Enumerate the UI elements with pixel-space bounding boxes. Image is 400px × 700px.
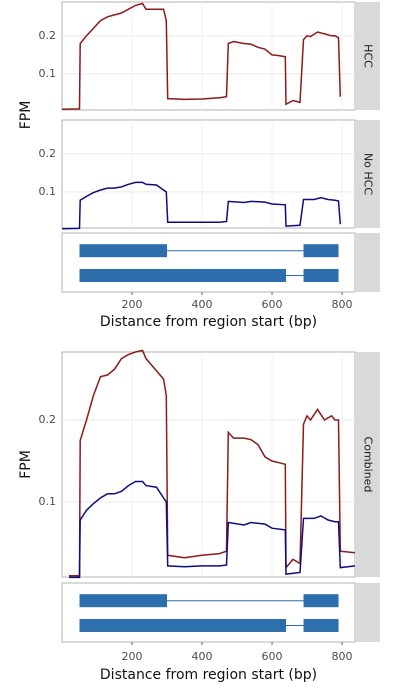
strip	[355, 583, 380, 642]
panel	[61, 119, 356, 229]
exon	[303, 594, 339, 608]
strip	[355, 120, 380, 228]
y-tick-label: 0.2	[39, 413, 57, 426]
exon	[79, 618, 287, 632]
x-tick-label: 200	[122, 650, 143, 663]
x-tick-label: 400	[192, 650, 213, 663]
strip-label: No HCC	[362, 153, 375, 195]
x-axis-title: Distance from region start (bp)	[100, 667, 317, 683]
strip-label: Combined	[362, 437, 375, 493]
y-axis-title: FPM	[18, 101, 34, 130]
x-tick-label: 400	[192, 298, 213, 311]
y-tick-label: 0.1	[39, 185, 57, 198]
strip	[355, 233, 380, 292]
strip	[355, 352, 380, 577]
y-tick-label: 0.1	[39, 495, 57, 508]
x-tick-label: 800	[332, 298, 353, 311]
track-panel	[61, 582, 356, 643]
panel	[61, 351, 356, 578]
line	[61, 2, 342, 110]
line	[69, 349, 356, 577]
exon	[303, 268, 339, 282]
exon	[79, 594, 168, 608]
y-axis-title: FPM	[18, 450, 34, 479]
x-tick-label: 800	[332, 650, 353, 663]
exon	[303, 244, 339, 258]
strip-label: HCC	[362, 44, 375, 68]
x-tick-label: 200	[122, 298, 143, 311]
exon	[303, 618, 339, 632]
line	[61, 181, 342, 230]
strip	[355, 2, 380, 110]
y-tick-label: 0.2	[39, 147, 57, 160]
line	[69, 480, 356, 579]
y-tick-label: 0.2	[39, 29, 57, 42]
panel	[61, 1, 356, 111]
x-axis-title: Distance from region start (bp)	[100, 314, 317, 330]
y-tick-label: 0.1	[39, 67, 57, 80]
x-tick-label: 600	[262, 298, 283, 311]
exon	[79, 244, 168, 258]
x-tick-label: 600	[262, 650, 283, 663]
exon	[79, 268, 287, 282]
track-panel	[61, 232, 356, 293]
